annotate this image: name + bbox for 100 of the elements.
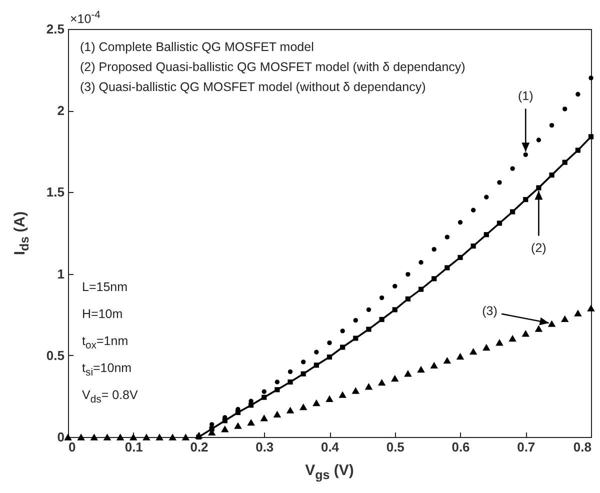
point [588,134,594,140]
point [353,318,358,323]
point [576,92,580,97]
point [326,354,332,360]
point [274,387,280,392]
y-tick-label: 2.5 [46,22,64,36]
point [168,434,176,440]
point [301,360,306,364]
x-tick-label: 0.1 [124,440,143,454]
point [562,160,568,165]
point [432,276,437,282]
point [508,334,516,342]
point [262,394,267,400]
point [379,316,384,322]
annotation: (1) Complete Ballistic QG MOSFET model [80,40,314,54]
point [234,422,242,429]
point [470,244,476,249]
point [405,296,410,302]
point [312,399,320,406]
annotation: (1) [518,89,534,104]
point [523,152,528,158]
point [103,434,112,440]
point [391,374,399,382]
x-tick-label: 0.6 [452,440,470,454]
x-tick-label: 0.3 [256,440,274,454]
point [262,389,266,394]
point [273,410,282,418]
point [574,310,582,316]
point [288,369,293,374]
point [482,344,490,351]
point [417,366,425,373]
point [484,194,489,200]
annotation: t$_{ox}$=1nm [82,334,128,352]
point [364,383,373,390]
point [562,106,568,112]
x-tick-label: 0 [68,440,76,454]
point [469,348,478,355]
y-tick-label: 0.5 [46,348,64,363]
point [496,338,504,346]
point [444,234,450,240]
point [90,434,98,440]
point [510,166,515,171]
point [182,434,190,440]
x-tick-label: 0.2 [190,440,208,454]
y-tick-label: 0 [57,430,64,444]
point [523,196,528,202]
point [142,434,150,440]
point [548,320,556,327]
point [587,304,595,312]
point [510,209,516,214]
y-tick-label: 1.5 [46,184,64,200]
point [327,340,332,346]
x-axis-title: V$_{gs}$ (V) [305,462,354,482]
point [575,148,580,153]
point [549,172,554,178]
point [432,246,436,252]
y-tick-label: 1 [57,266,64,282]
point [404,370,412,377]
point [379,295,384,300]
point [260,414,268,422]
point [116,434,124,440]
point [274,380,280,384]
point [286,406,294,414]
point [418,286,424,292]
point [221,425,229,432]
x-tick-label: 0.4 [320,440,340,454]
point [77,434,85,440]
point [288,379,293,385]
point [484,232,489,238]
point [497,180,502,185]
x-tick-label: 0.7 [517,440,536,454]
point [392,284,398,289]
point [300,371,306,376]
point [248,402,254,408]
annotation: (3) Quasi-ballistic QG MOSFET model (without δ dependancy) [80,80,426,94]
x-tick-label: 0.5 [386,440,404,454]
point [235,410,241,416]
annotation: L=15nm [82,280,128,294]
point [130,434,138,440]
point [536,138,542,142]
y-tick-label: 2 [57,103,64,118]
point [366,326,372,332]
point [496,220,502,226]
annotation: (2) Proposed Quasi-ballistic QG MOSFET model (with δ dependancy) [80,60,466,74]
point [549,122,554,128]
text: ×10$^{-4}$ [70,10,100,26]
point [314,362,319,368]
point [340,328,345,334]
point [534,325,543,332]
point [560,315,569,322]
annotation: H=10m [82,307,123,321]
point [338,391,346,398]
point [536,185,542,190]
annotation: t$_{si}$=10nm [82,361,132,379]
point [326,395,334,402]
point [456,352,464,360]
point [443,356,452,364]
point [430,362,438,369]
point [470,208,476,212]
point [378,378,386,386]
